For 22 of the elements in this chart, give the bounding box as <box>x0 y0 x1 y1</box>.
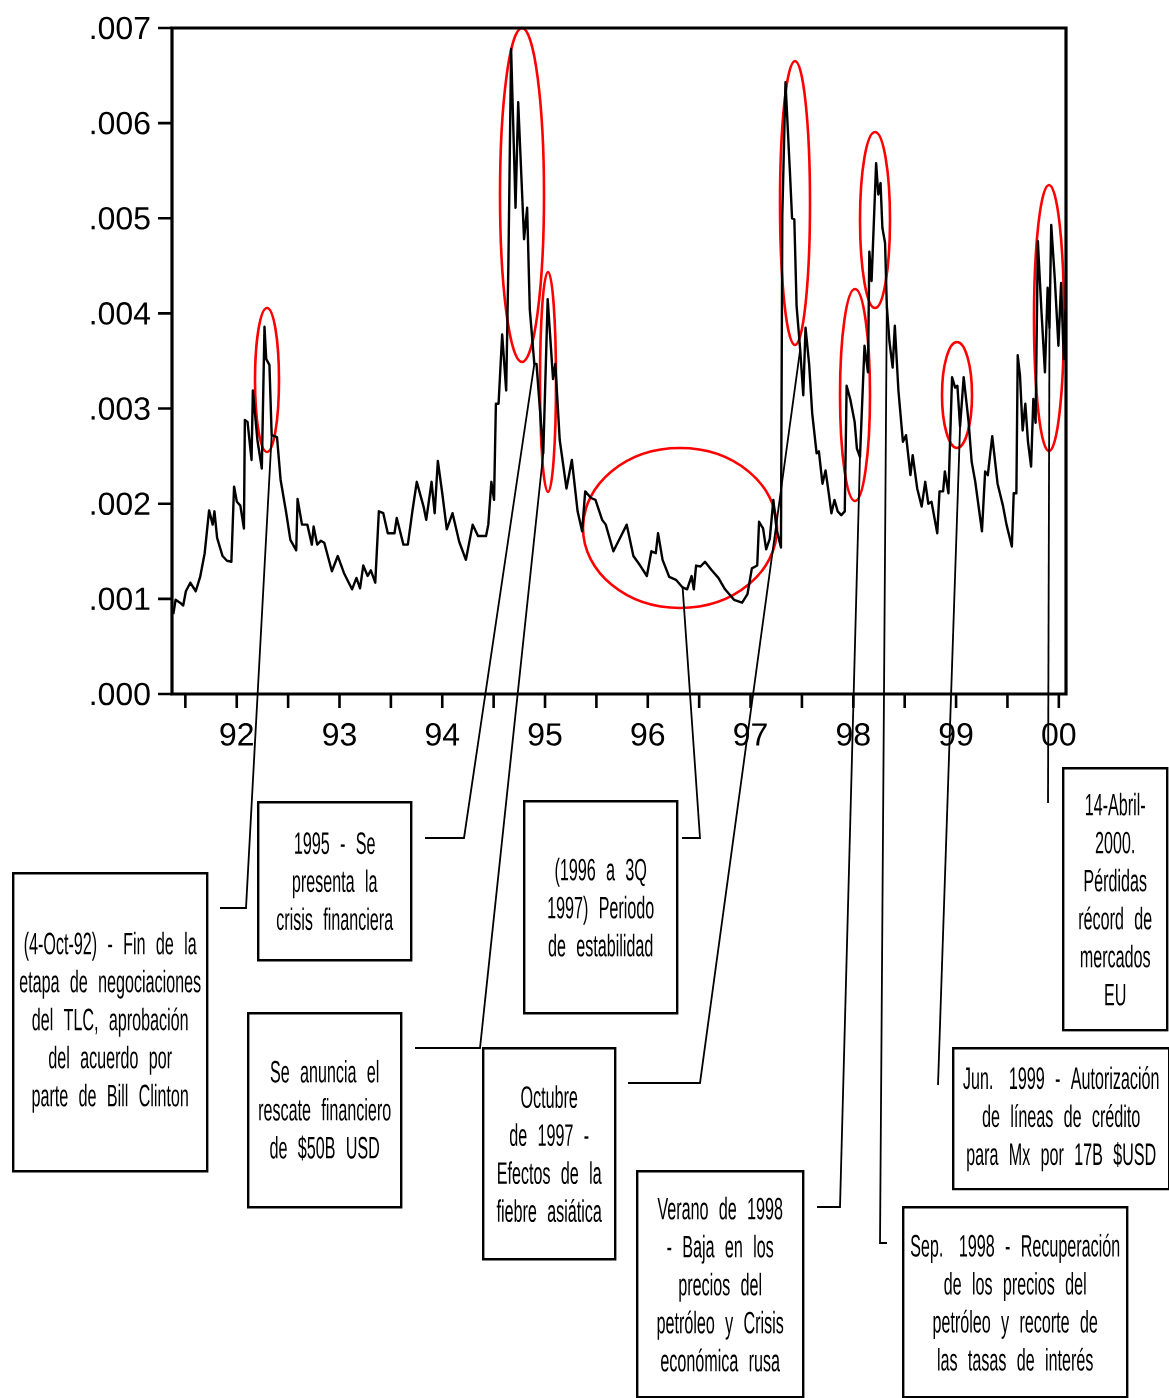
x-tick-label: 92 <box>220 723 253 746</box>
annotation: (1996 a 3Q 1997) Periodo de estabilidad <box>548 857 654 957</box>
y-tick-label: .006 <box>91 111 150 135</box>
annotation: (4-Oct-92) - Fin de la etapa de negociaciones del TLC, aprobación del acuerdo por parte de Bill Clinton <box>19 931 201 1113</box>
annotation: 14-Abril-2000. Pérdidas récord de mercados EU <box>1079 792 1152 1006</box>
annotation: Sep. 1998 - Recuperación de los precios del petróleo y recorte de las tasas de interés <box>910 1233 1120 1371</box>
x-tick-label: 94 <box>425 723 460 746</box>
x-tick-label: 93 <box>323 723 356 746</box>
y-tick-label: .007 <box>91 16 150 40</box>
y-tick-label: .002 <box>91 492 150 516</box>
x-tick-label: 96 <box>631 723 665 746</box>
y-tick-label: .005 <box>91 206 150 230</box>
annotation: 1995 - Se presenta la crisis financiera <box>276 832 394 931</box>
annotation: Se anuncia el rescate financiero de $50B USD <box>259 1059 391 1161</box>
annotation: Octubre de 1997 - Efectos de la fiebre asiática <box>496 1085 602 1223</box>
y-tick-label: .000 <box>91 682 150 706</box>
y-tick-label: .003 <box>91 397 150 420</box>
x-tick-label: 95 <box>528 723 562 746</box>
annotation: Jun. 1999 - Autorización de líneas de crédito para Mx por 17B $USD <box>963 1066 1159 1172</box>
y-tick-label: .004 <box>91 302 151 325</box>
annotation: Verano de 1998 - Baja en los precios del petróleo y Crisis económica rusa <box>657 1196 784 1372</box>
y-tick-label: .001 <box>91 587 150 611</box>
